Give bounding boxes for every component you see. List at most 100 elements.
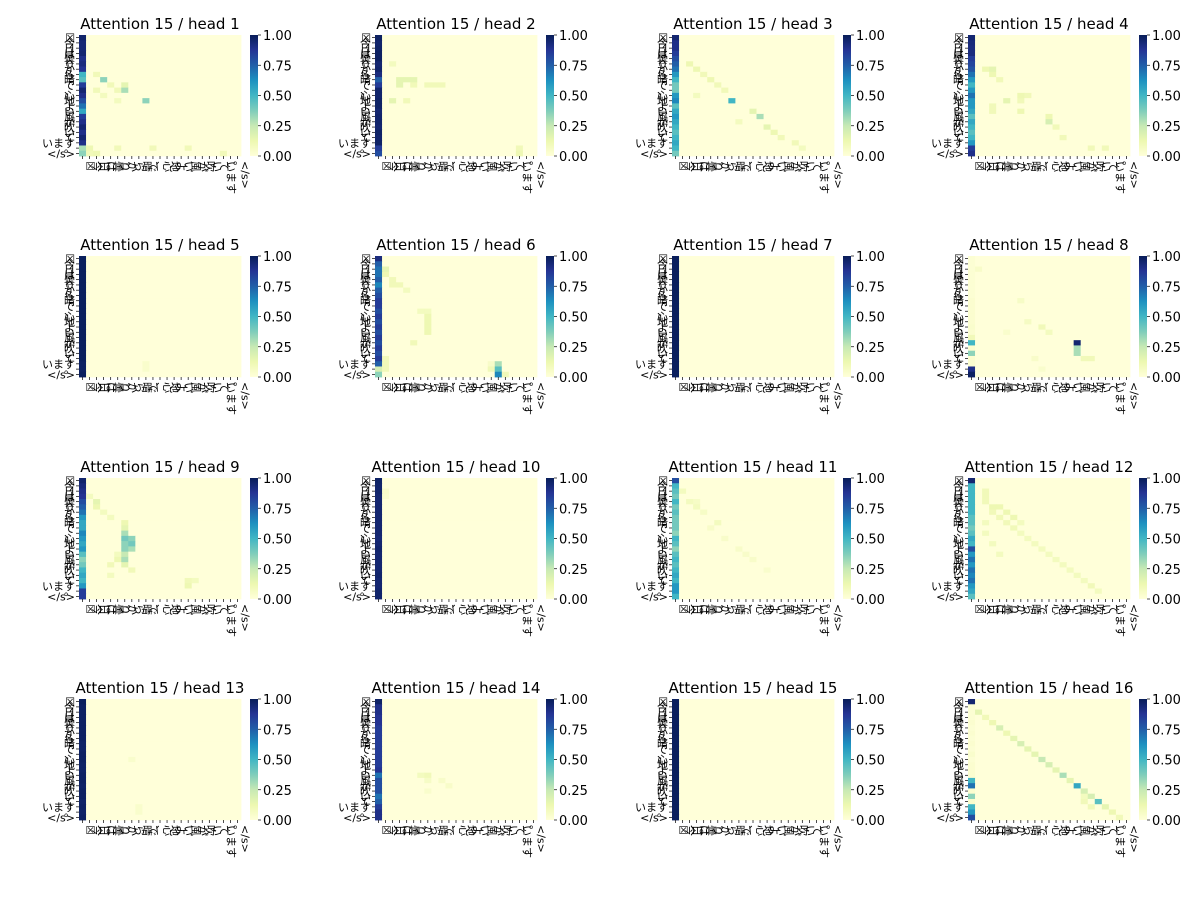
heatmap-cell xyxy=(410,77,418,83)
heatmap-cell xyxy=(198,282,207,288)
heatmap-cell xyxy=(735,292,743,299)
heatmap-cell xyxy=(114,61,122,67)
heatmap-cell xyxy=(226,313,235,320)
heatmap-cell xyxy=(770,77,779,83)
colorbar-tick-label: 0.25 xyxy=(559,341,588,356)
heatmap-cell xyxy=(389,119,397,125)
heatmap-cell xyxy=(494,271,503,278)
heatmap-cell xyxy=(707,66,715,73)
heatmap-cell xyxy=(389,66,397,73)
heatmap-cell xyxy=(142,319,150,325)
heatmap-cell xyxy=(170,129,179,136)
heatmap-cell xyxy=(170,282,179,288)
heatmap-cell xyxy=(86,350,94,357)
heatmap-cell xyxy=(424,340,432,346)
x-tick-label: い xyxy=(506,161,519,172)
heatmap-cell xyxy=(184,355,193,362)
heatmap-cell xyxy=(1073,119,1082,125)
heatmap-cell xyxy=(1038,329,1046,336)
heatmap-cell xyxy=(170,140,179,146)
y-tick-label: ら xyxy=(64,68,75,81)
colorbar-tick-label: 0.25 xyxy=(263,120,292,135)
heatmap-cell xyxy=(382,45,390,52)
heatmap-cell xyxy=(805,350,814,357)
heatmap-cell xyxy=(149,98,157,104)
heatmap-cell xyxy=(114,313,122,320)
heatmap-cell xyxy=(770,82,779,89)
heatmap-cell xyxy=(1101,366,1110,373)
heatmap-cell xyxy=(1108,150,1117,157)
heatmap-cell xyxy=(382,355,390,362)
heatmap-cell xyxy=(1066,61,1075,67)
heatmap-cell xyxy=(452,350,460,357)
heatmap-cell xyxy=(777,103,786,110)
heatmap-cell xyxy=(975,103,983,110)
heatmap-cell xyxy=(791,324,800,331)
heatmap-cell xyxy=(686,56,694,62)
heatmap-cell xyxy=(742,319,750,325)
heatmap-cell xyxy=(375,350,383,357)
heatmap-cell xyxy=(686,366,694,373)
heatmap-cell xyxy=(791,113,800,120)
y-tick-label: ら xyxy=(64,289,75,302)
heatmap-cell xyxy=(756,103,764,110)
heatmap-cell xyxy=(749,40,757,46)
heatmap-cell xyxy=(735,87,743,94)
heatmap-cell xyxy=(777,45,786,52)
heatmap-cell xyxy=(396,119,404,125)
heatmap-cell xyxy=(1024,298,1032,304)
heatmap-cell xyxy=(1038,371,1046,378)
heatmap-cell xyxy=(968,366,976,373)
heatmap-cell xyxy=(198,140,207,146)
heatmap-cell xyxy=(1115,108,1124,115)
heatmap-cell xyxy=(1038,45,1046,52)
heatmap-cell xyxy=(1094,45,1103,52)
heatmap-cell xyxy=(1059,124,1068,131)
heatmap-cell xyxy=(431,98,439,104)
heatmap-cell xyxy=(679,261,687,267)
heatmap-cell xyxy=(142,35,150,41)
heatmap-cell xyxy=(142,66,150,73)
heatmap-cell xyxy=(975,119,983,125)
heatmap-cell xyxy=(672,355,680,362)
heatmap-cell xyxy=(826,61,835,67)
heatmap-cell xyxy=(693,134,701,141)
heatmap-cell xyxy=(445,271,453,278)
heatmap-cell xyxy=(424,35,432,41)
heatmap-cell xyxy=(396,366,404,373)
heatmap-cell xyxy=(1080,371,1089,378)
heatmap-cell xyxy=(184,350,193,357)
heatmap-cell xyxy=(1045,129,1053,136)
x-tick-label: 心 xyxy=(457,382,470,393)
heatmap-cell xyxy=(142,119,150,125)
heatmap-cell xyxy=(1101,82,1110,89)
heatmap-cell xyxy=(163,124,171,131)
heatmap-cell xyxy=(515,371,524,378)
heatmap-cell xyxy=(515,66,524,73)
y-tick-label: ☒ xyxy=(954,32,964,45)
heatmap-cell xyxy=(989,334,997,341)
heatmap-cell xyxy=(1115,61,1124,67)
heatmap-cell xyxy=(1087,87,1096,94)
heatmap-cell xyxy=(721,150,729,157)
heatmap-cell xyxy=(989,140,997,146)
heatmap-cell xyxy=(529,66,538,73)
heatmap-cell xyxy=(389,266,397,273)
heatmap-cell xyxy=(996,256,1004,262)
heatmap-cell xyxy=(975,140,983,146)
heatmap-cell xyxy=(438,277,446,283)
heatmap-cell xyxy=(149,256,157,262)
heatmap-cell xyxy=(1094,140,1103,146)
heatmap-cell xyxy=(107,129,115,136)
heatmap-cell xyxy=(107,266,115,273)
x-tick-label: よ xyxy=(768,161,781,172)
heatmap-cell xyxy=(212,256,221,262)
heatmap-cell xyxy=(700,324,708,331)
y-tick-label: は xyxy=(657,47,668,60)
heatmap-cell xyxy=(714,56,722,62)
heatmap-cell xyxy=(777,77,786,83)
heatmap-cell xyxy=(389,319,397,325)
heatmap-cell xyxy=(473,350,482,357)
heatmap-cell xyxy=(107,113,115,120)
heatmap-cell xyxy=(107,350,115,357)
